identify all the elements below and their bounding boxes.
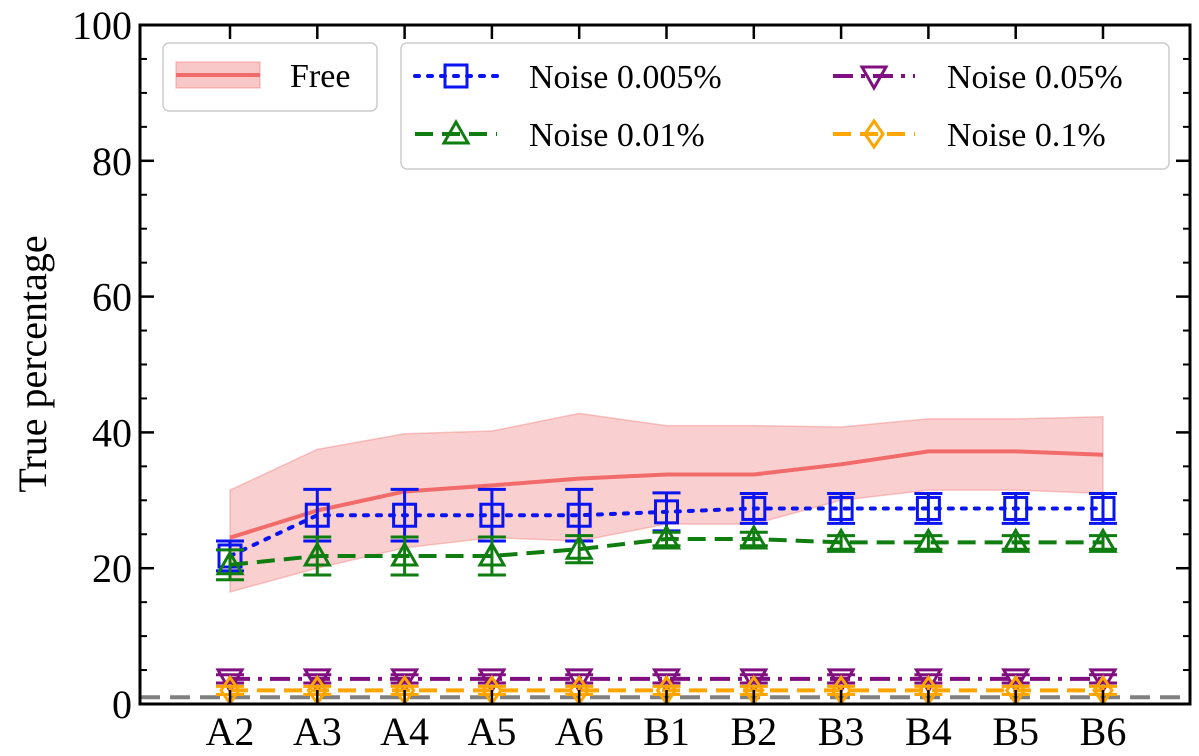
x-tick-label-b3: B3: [818, 709, 865, 754]
legend-box-noise: [400, 42, 1170, 170]
legend-label-noise-0-05: Noise 0.05%: [947, 59, 1123, 96]
data-point-noise-0-01-b6: [1088, 527, 1118, 553]
data-point-noise-0-005-b4: [915, 495, 941, 521]
data-point-noise-0-01-b1: [651, 523, 682, 550]
legend-layer: Free Noise 0.005% Noise 0.01% Noise 0.05% No…: [162, 42, 1170, 170]
data-point-noise-0-05-b6: [1088, 668, 1118, 694]
legend-label-free: Free: [290, 58, 350, 95]
legend-marker-noise-0-1: [863, 118, 885, 150]
data-point-noise-0-005-b5: [1003, 495, 1029, 521]
data-point-noise-0-01-b4: [913, 527, 943, 553]
legend-marker-noise-0-05: [859, 65, 889, 92]
data-point-noise-0-005-b6: [1090, 495, 1116, 521]
x-tick-label-a6: A6: [555, 709, 604, 754]
y-tick-label-0: 0: [112, 682, 132, 727]
data-point-noise-0-01-b2: [739, 523, 769, 550]
data-point-noise-0-05-b5: [1001, 668, 1031, 694]
legend-label-noise-0-1: Noise 0.1%: [947, 117, 1106, 154]
y-tick-label-20: 20: [92, 546, 132, 591]
data-point-noise-0-05-a6: [564, 668, 594, 694]
data-point-noise-0-005-a3: [304, 502, 330, 528]
x-tick-label-a5: A5: [467, 709, 516, 754]
legend-label-noise-0-005: Noise 0.005%: [529, 59, 722, 96]
x-tick-label-b6: B6: [1080, 709, 1127, 754]
axes-layer: 0 20 40 60 80 100 A2 A3 A4 A5 A6 B1 B2 B3 B4 B5 B6: [72, 3, 1192, 754]
data-point-noise-0-01-b5: [1001, 527, 1031, 553]
data-point-noise-0-01-a4: [390, 540, 420, 567]
data-point-noise-0-05-b2: [739, 668, 769, 694]
y-tick-label-60: 60: [92, 275, 132, 320]
data-point-noise-0-005-b2: [741, 495, 767, 521]
legend-box-free: [162, 42, 378, 112]
legend-marker-noise-0-01: [441, 118, 471, 145]
series-layer: [215, 449, 1118, 707]
data-point-noise-0-05-b4: [913, 668, 943, 694]
legend-marker-noise-0-005: [443, 63, 469, 89]
data-point-noise-0-01-b3: [826, 527, 856, 553]
x-tick-label-b5: B5: [992, 709, 1039, 754]
x-tick-label-b2: B2: [730, 709, 777, 754]
data-point-noise-0-05-a2: [215, 668, 245, 694]
data-point-noise-0-005-a6: [566, 502, 592, 528]
data-point-noise-0-05-b1: [651, 668, 682, 694]
data-point-noise-0-05-a3: [302, 668, 332, 694]
series-line-free: [229, 449, 1104, 540]
data-point-noise-0-01-a6: [564, 534, 594, 560]
data-point-noise-0-005-b1: [654, 499, 679, 525]
data-point-noise-0-005-a5: [479, 502, 505, 528]
legend-label-noise-0-01: Noise 0.01%: [529, 117, 705, 154]
x-tick-label-a3: A3: [293, 709, 342, 754]
data-point-noise-0-005-a4: [392, 502, 418, 528]
y-axis-label: True percentage: [10, 235, 55, 492]
data-point-noise-0-01-a3: [302, 540, 332, 567]
x-tick-label-a2: A2: [206, 709, 255, 754]
series-free: [229, 449, 1104, 540]
data-point-noise-0-05-a4: [390, 668, 420, 694]
x-tick-label-b1: B1: [643, 709, 690, 754]
x-tick-label-a4: A4: [380, 709, 429, 754]
series-noise-0-01: [215, 523, 1118, 582]
data-point-noise-0-01-a5: [477, 540, 507, 567]
data-point-noise-0-05-b3: [826, 668, 856, 694]
y-tick-label-100: 100: [72, 3, 132, 48]
data-point-noise-0-005-b3: [828, 495, 854, 521]
data-point-noise-0-01-a2: [215, 549, 245, 576]
x-tick-label-b4: B4: [905, 709, 952, 754]
y-tick-label-40: 40: [92, 410, 132, 455]
data-point-noise-0-05-a5: [477, 668, 507, 694]
y-tick-label-80: 80: [92, 139, 132, 184]
